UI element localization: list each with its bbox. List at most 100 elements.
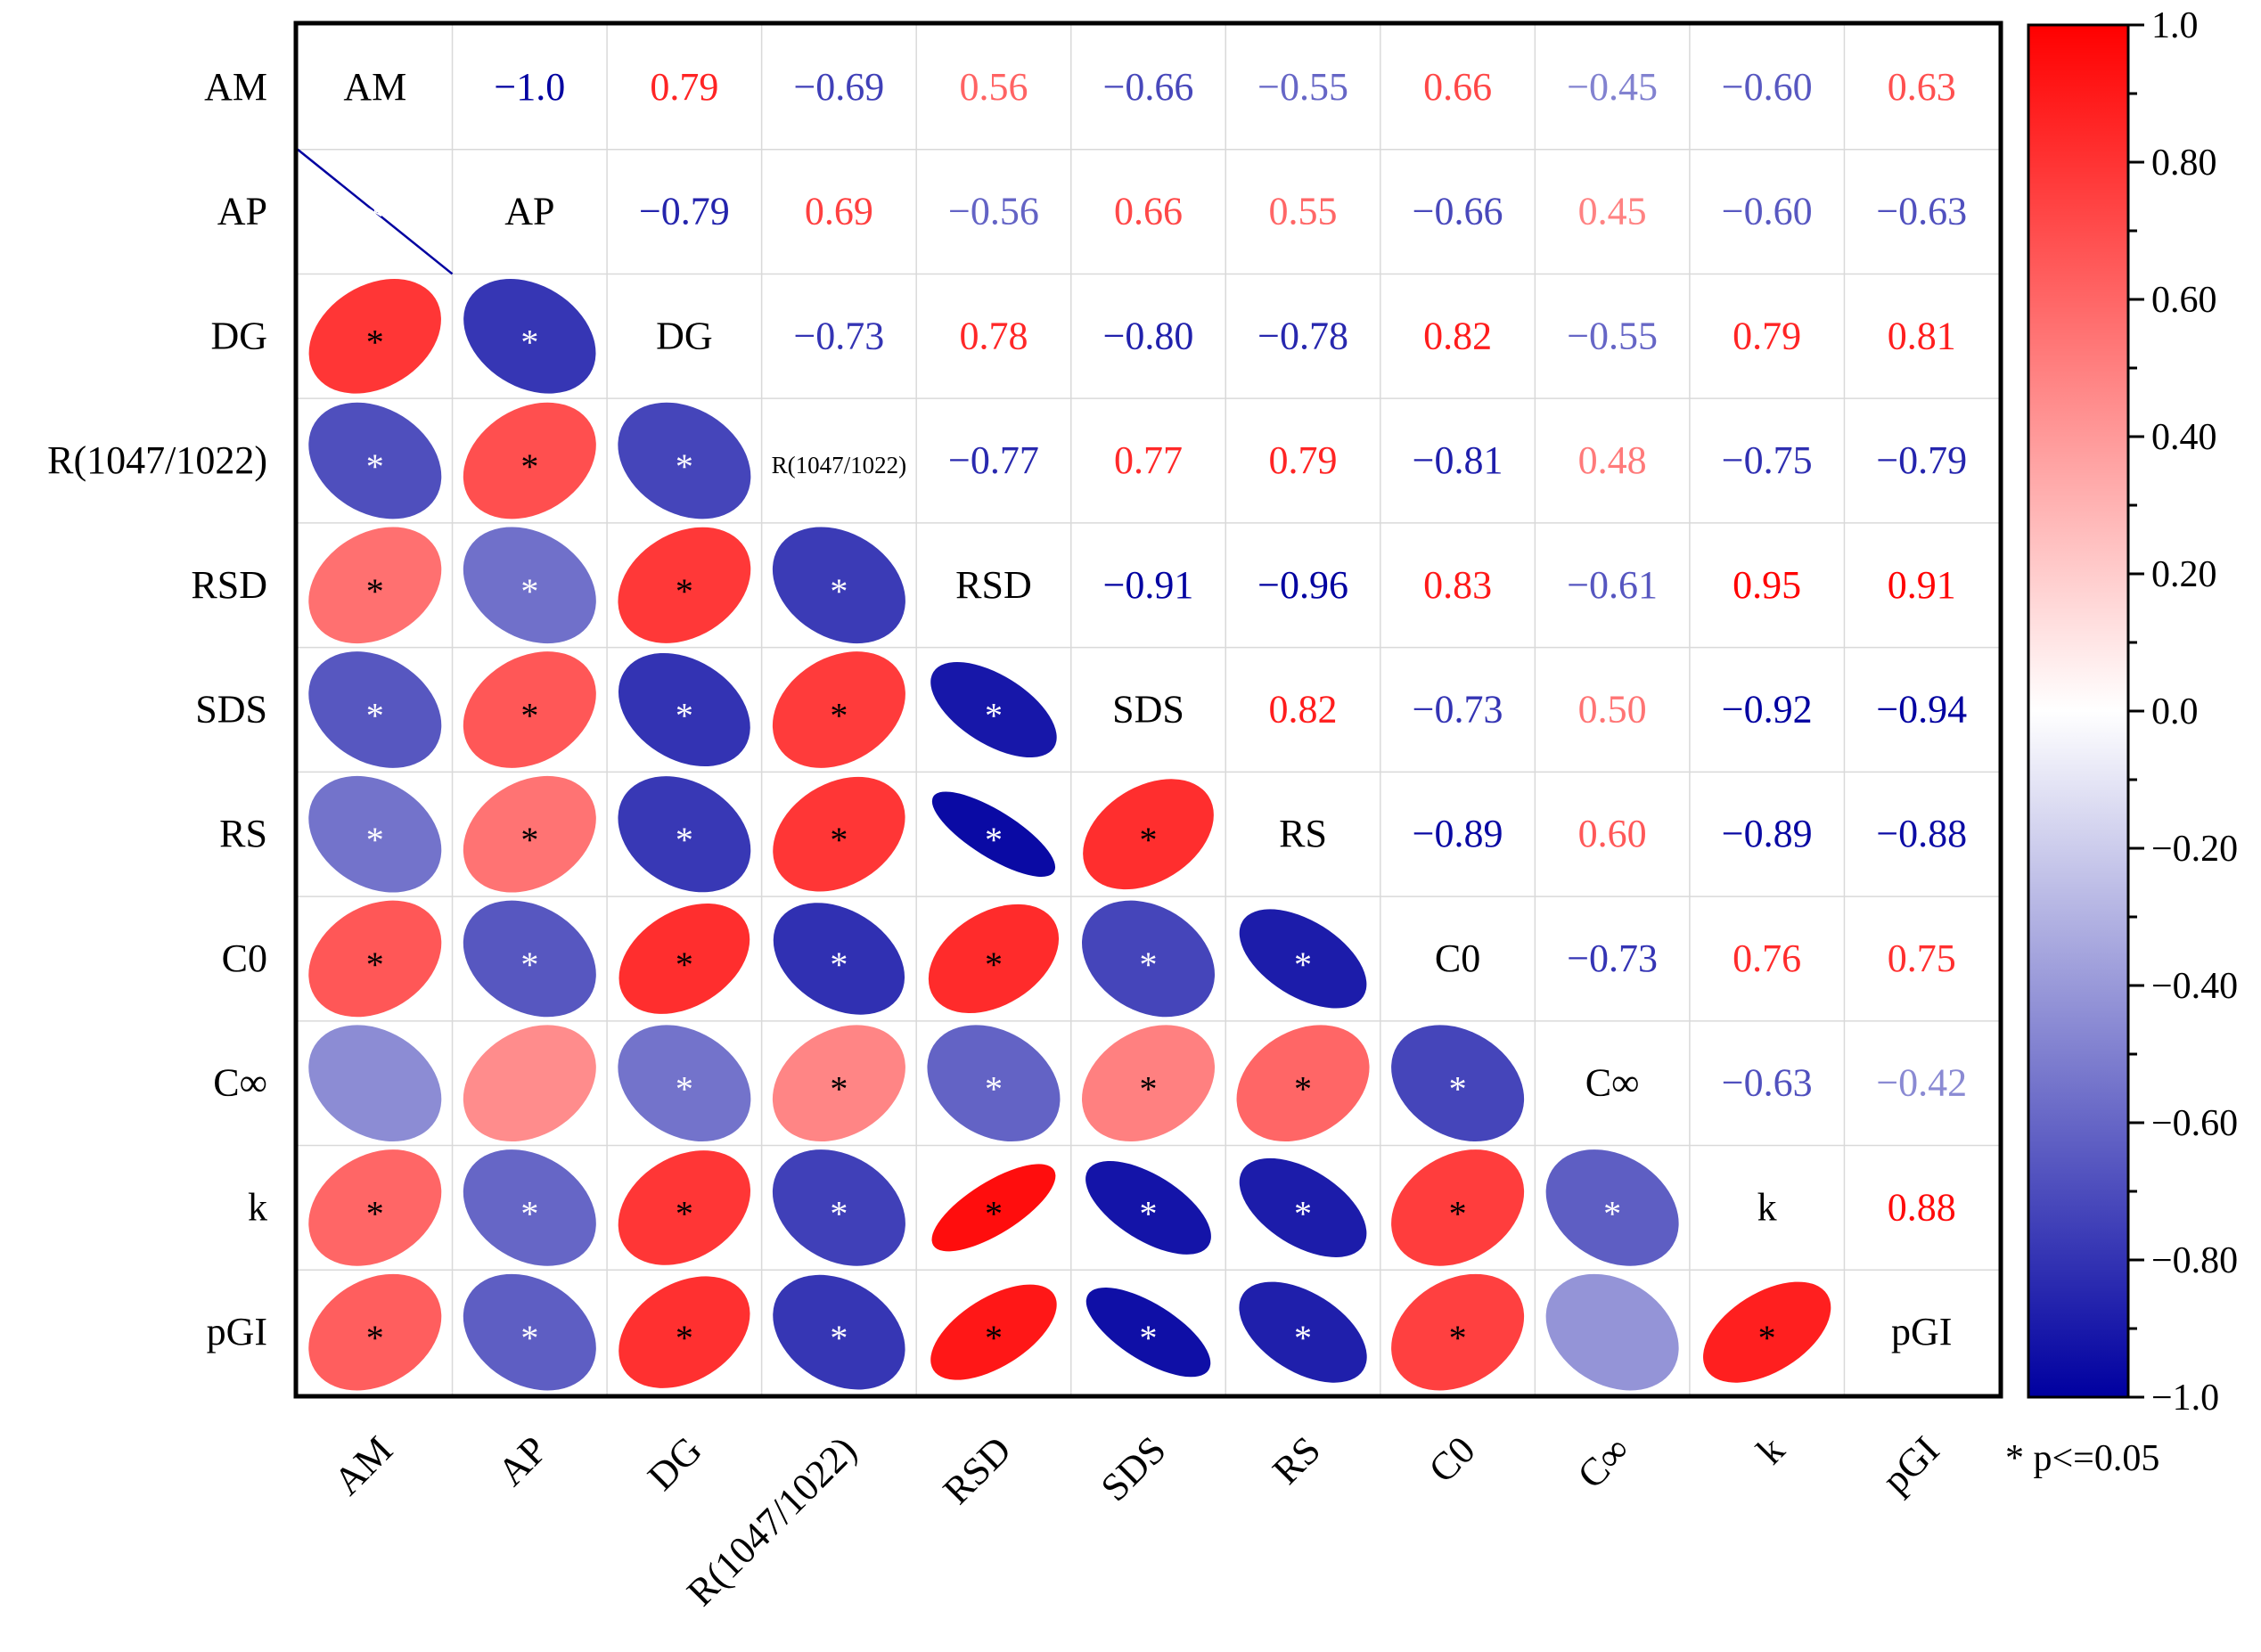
correlation-ellipse bbox=[772, 651, 905, 768]
correlation-ellipse bbox=[463, 900, 596, 1018]
column-label: AM bbox=[325, 1427, 401, 1503]
correlation-ellipse bbox=[1239, 1281, 1367, 1383]
correlation-ellipse bbox=[772, 1149, 905, 1266]
correlation-value: −0.75 bbox=[1722, 438, 1813, 482]
correlation-value: 0.66 bbox=[1423, 65, 1492, 109]
column-label: C∞ bbox=[1569, 1427, 1639, 1497]
diagonal-label: AP bbox=[504, 190, 554, 233]
correlation-value: −0.77 bbox=[948, 438, 1039, 482]
correlation-ellipse bbox=[308, 900, 442, 1018]
significance-marker: * bbox=[1140, 820, 1158, 860]
significance-marker: * bbox=[985, 1193, 1003, 1233]
significance-marker: * bbox=[520, 820, 538, 860]
correlation-value: −0.88 bbox=[1876, 812, 1967, 855]
correlation-ellipse bbox=[1239, 909, 1367, 1009]
significance-marker: * bbox=[676, 571, 693, 611]
significance-marker: * bbox=[366, 820, 384, 860]
correlation-value: 0.79 bbox=[1733, 314, 1801, 357]
significance-marker: * bbox=[830, 1193, 848, 1233]
correlation-ellipse bbox=[297, 148, 454, 275]
diagonal-label: RSD bbox=[955, 563, 1032, 607]
correlation-value: 0.76 bbox=[1733, 936, 1801, 980]
colorbar-tick-label: −0.80 bbox=[2151, 1240, 2238, 1281]
correlation-value: 0.66 bbox=[1114, 190, 1183, 233]
column-label: RSD bbox=[935, 1427, 1020, 1512]
row-label: RS bbox=[219, 812, 267, 855]
diagonal-label: C0 bbox=[1435, 936, 1480, 980]
correlation-ellipse bbox=[772, 1025, 905, 1142]
column-label: SDS bbox=[1093, 1427, 1175, 1509]
row-label: DG bbox=[210, 314, 267, 357]
colorbar: 1.0 0.80 0.60 0.40 0.20 0.0 −0.20 −0.40 −0.60 −0.… bbox=[2027, 5, 2238, 1419]
correlation-ellipse bbox=[1545, 1273, 1679, 1391]
correlation-value: −1.0 bbox=[494, 65, 565, 109]
correlation-value: −0.73 bbox=[1413, 688, 1503, 732]
correlation-value: 0.79 bbox=[650, 65, 718, 109]
correlation-ellipse bbox=[308, 651, 442, 768]
significance-marker: * bbox=[676, 1318, 693, 1358]
diagonal-label: pGI bbox=[1891, 1310, 1952, 1353]
significance-marker: * bbox=[676, 945, 693, 985]
correlation-value: −0.94 bbox=[1876, 688, 1967, 732]
correlation-value: 0.45 bbox=[1578, 190, 1647, 233]
grid-lines bbox=[298, 25, 1999, 1394]
correlation-ellipse bbox=[308, 402, 442, 519]
diagonal-label: R(1047/1022) bbox=[772, 452, 907, 478]
significance-marker: * bbox=[366, 696, 384, 736]
diagonal-label: k bbox=[1757, 1185, 1777, 1229]
significance-marker: * bbox=[830, 820, 848, 860]
correlation-value: 0.75 bbox=[1888, 936, 1956, 980]
correlation-ellipse bbox=[308, 1273, 442, 1391]
row-label: pGI bbox=[207, 1310, 267, 1353]
significance-marker: * bbox=[366, 446, 384, 487]
correlation-value: 0.56 bbox=[959, 65, 1028, 109]
correlation-ellipse bbox=[618, 1150, 751, 1265]
correlation-ellipse bbox=[927, 1025, 1061, 1142]
significance-marker: * bbox=[1294, 1193, 1312, 1233]
correlation-ellipse bbox=[773, 903, 905, 1015]
correlation-value: 0.83 bbox=[1423, 563, 1492, 607]
colorbar-tick-label: 0.0 bbox=[2151, 691, 2199, 732]
correlation-value: −0.80 bbox=[1103, 314, 1194, 357]
colorbar-tick-label: 0.20 bbox=[2151, 554, 2217, 595]
colorbar-tick-label: 0.80 bbox=[2151, 143, 2217, 184]
correlation-ellipse bbox=[772, 527, 905, 644]
correlation-value: 0.95 bbox=[1733, 563, 1801, 607]
correlation-ellipse bbox=[308, 775, 442, 893]
row-label: k bbox=[248, 1185, 267, 1229]
significance-note: * p<=0.05 bbox=[2005, 1438, 2159, 1479]
significance-marker: * bbox=[520, 322, 538, 362]
correlation-value: −0.73 bbox=[793, 314, 884, 357]
correlation-ellipse bbox=[773, 776, 905, 892]
significance-marker: * bbox=[676, 1069, 693, 1109]
significance-marker: * bbox=[830, 1318, 848, 1358]
significance-marker: * bbox=[676, 446, 693, 487]
significance-marker: * bbox=[1449, 1193, 1467, 1233]
row-label: RSD bbox=[191, 563, 267, 607]
row-label: C∞ bbox=[213, 1061, 267, 1105]
correlation-value: −0.91 bbox=[1103, 563, 1194, 607]
significance-marker: * bbox=[520, 696, 538, 736]
correlation-value: −0.45 bbox=[1567, 65, 1658, 109]
correlation-value: −0.55 bbox=[1257, 65, 1348, 109]
correlation-value: −0.79 bbox=[639, 190, 730, 233]
correlation-ellipse bbox=[463, 1149, 596, 1266]
row-label: AP bbox=[217, 190, 267, 233]
significance-marker: * bbox=[366, 1318, 384, 1358]
significance-marker: * bbox=[1294, 1318, 1312, 1358]
correlation-value: 0.82 bbox=[1423, 314, 1492, 357]
correlation-value: 0.77 bbox=[1114, 438, 1183, 482]
correlation-ellipse bbox=[1703, 1281, 1831, 1383]
significance-marker: * bbox=[830, 945, 848, 985]
significance-marker: * bbox=[366, 571, 384, 611]
correlation-ellipse bbox=[308, 1025, 442, 1142]
correlation-ellipse bbox=[308, 527, 442, 644]
significance-marker: * bbox=[520, 1318, 538, 1358]
correlation-value: −0.96 bbox=[1257, 563, 1348, 607]
correlation-ellipse bbox=[308, 1149, 442, 1266]
significance-marker: * bbox=[366, 1193, 384, 1233]
correlation-value: −0.66 bbox=[1413, 190, 1503, 233]
correlation-value: −0.81 bbox=[1413, 438, 1503, 482]
correlation-ellipse bbox=[618, 904, 750, 1014]
correlation-value: −0.60 bbox=[1722, 65, 1813, 109]
